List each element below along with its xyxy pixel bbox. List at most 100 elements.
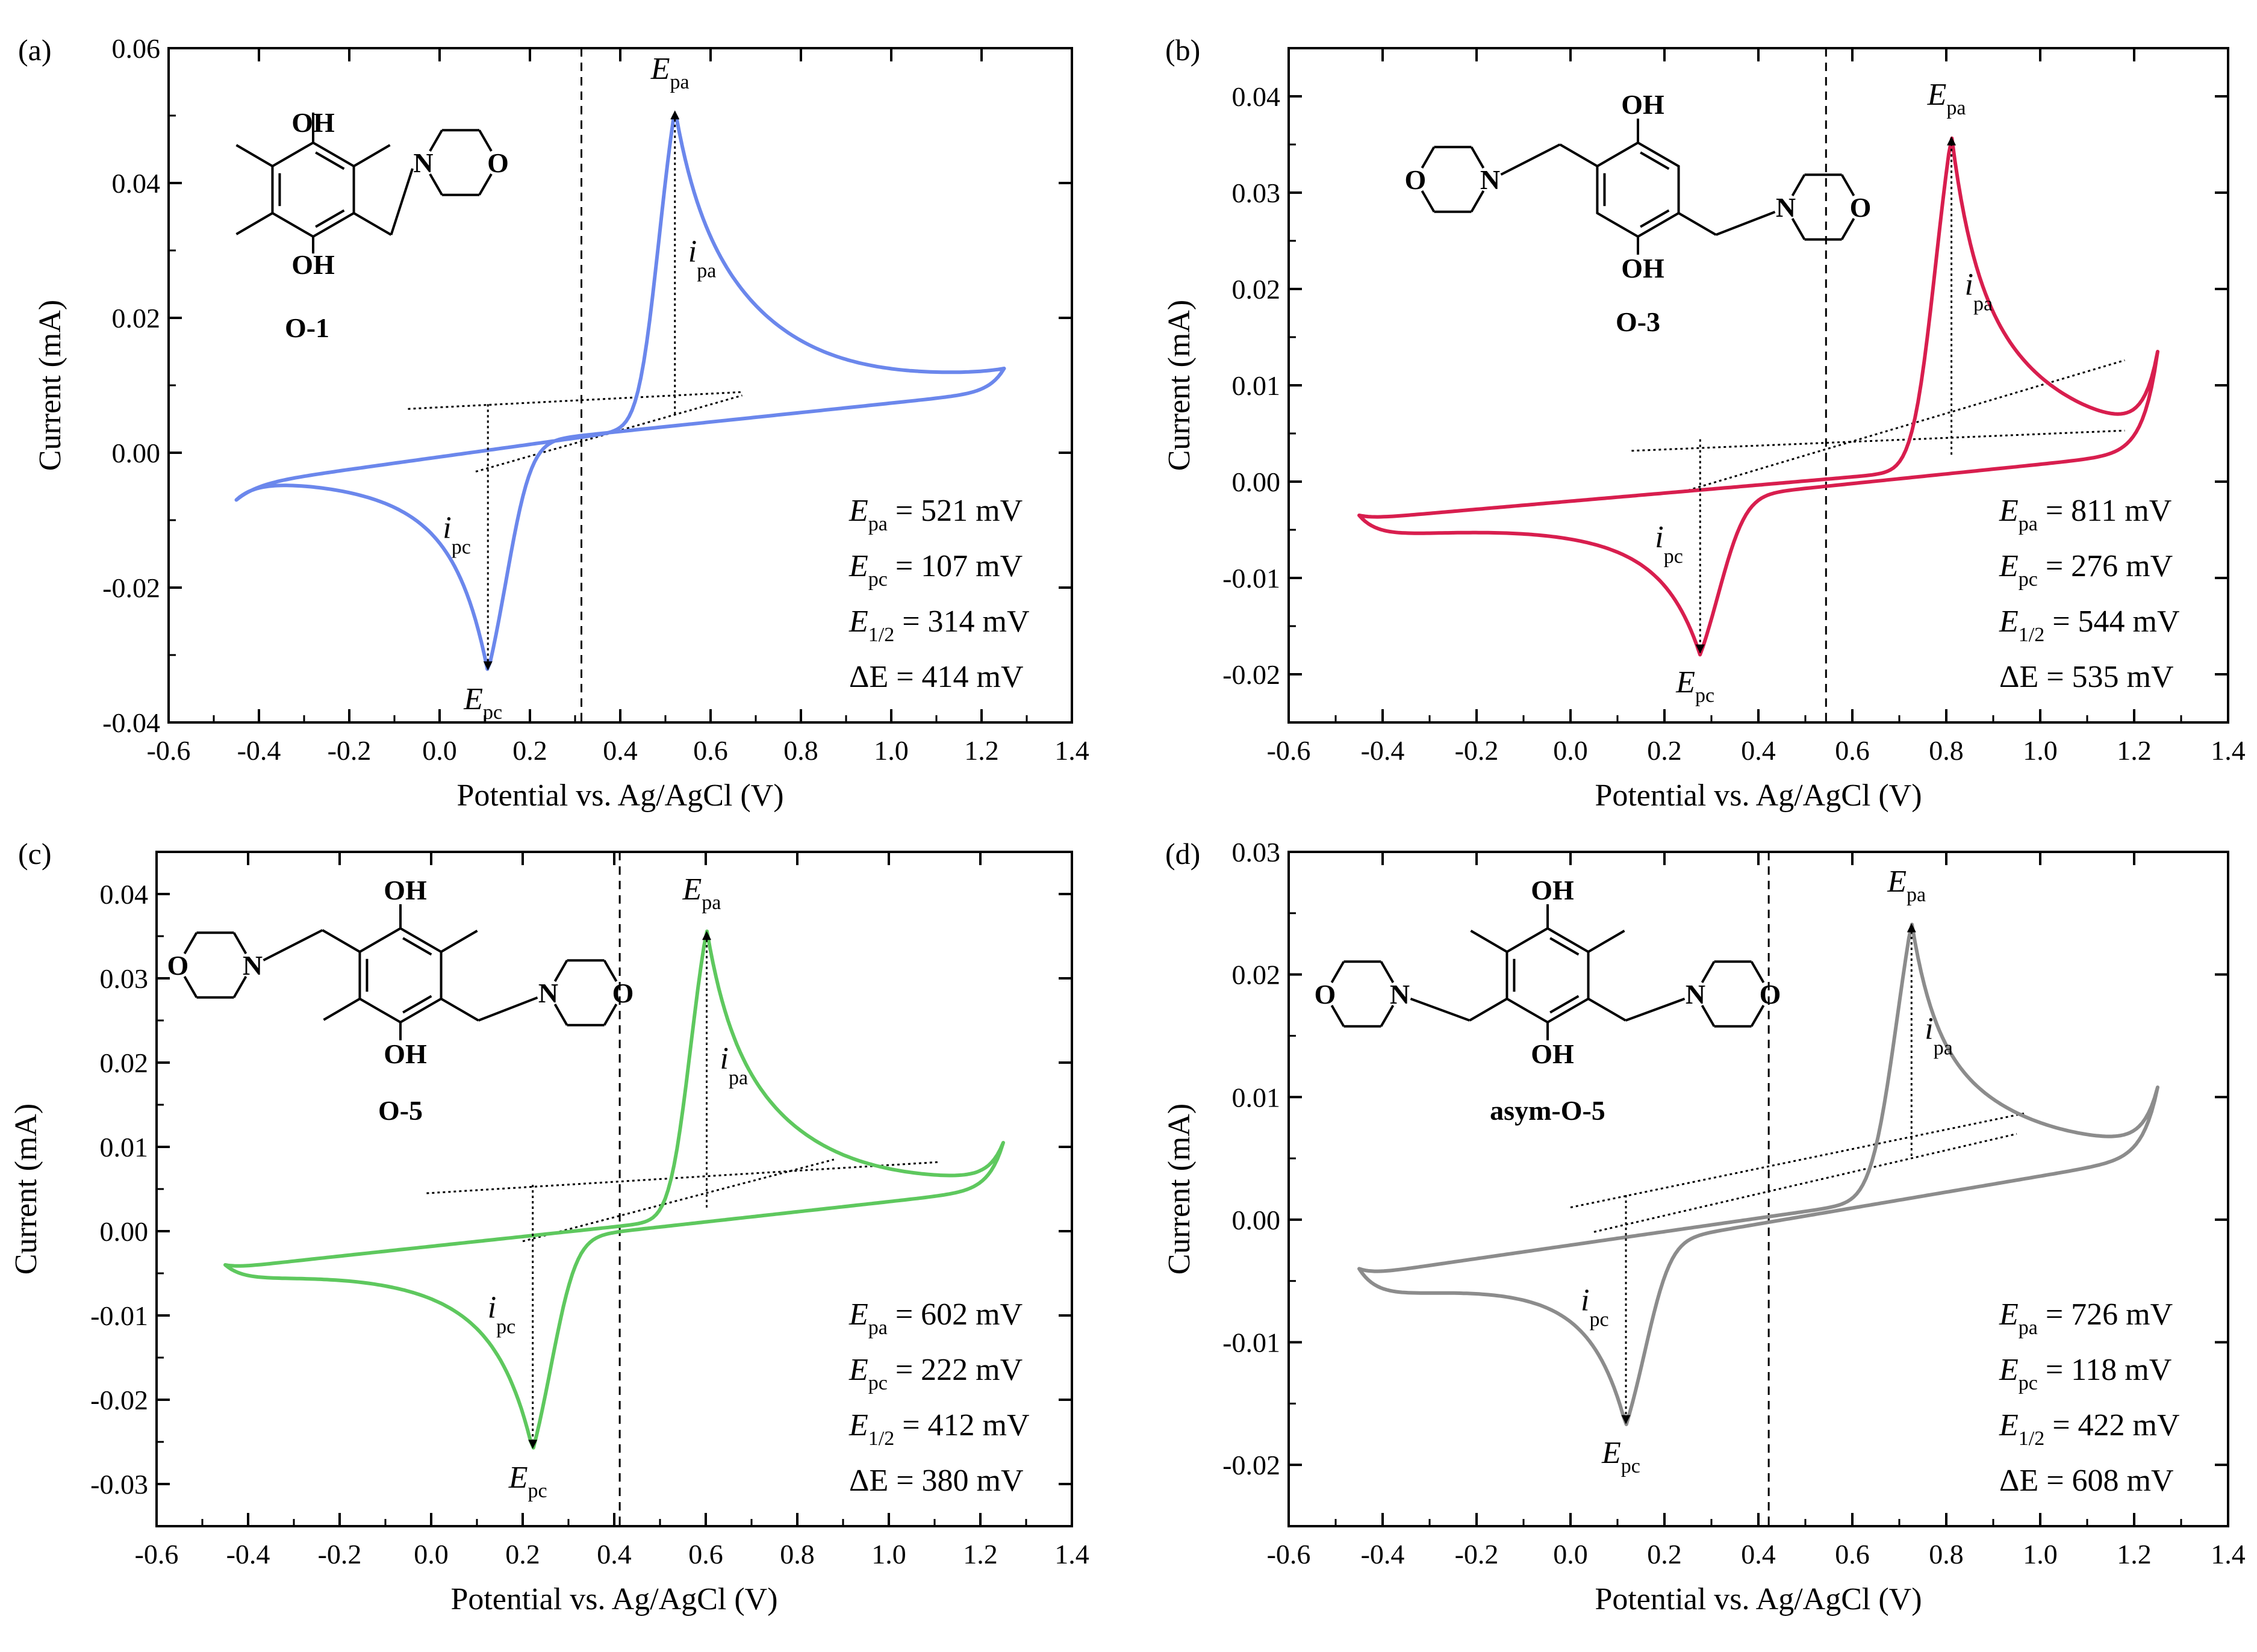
x-tick-label: 0.0 — [414, 1539, 449, 1570]
y-tick-label: 0.00 — [1232, 467, 1281, 497]
annotation-line-subscript: 1/2 — [868, 624, 894, 646]
oxygen-left-label: O — [1315, 979, 1336, 1010]
annotation-line: ΔE = 608 mV — [1999, 1464, 2174, 1498]
ipc-label: ipc — [488, 1291, 516, 1338]
oxygen-left-label: O — [1405, 164, 1427, 195]
hydroxyl-top-label: OH — [1531, 875, 1574, 905]
annotation-line-value: = 811 mV — [2038, 494, 2171, 528]
ch2-n-bond — [1500, 143, 1561, 176]
y-tick-label: 0.01 — [100, 1132, 149, 1163]
x-tick-label: -0.2 — [318, 1539, 362, 1570]
annotation-line: Epa = 521 mV — [848, 494, 1023, 535]
x-tick-label: -0.2 — [1455, 1539, 1499, 1570]
molecule-structure: OH OH N O N O O-5 — [167, 875, 634, 1126]
x-tick-label: 1.2 — [2117, 735, 2152, 766]
compound-label: O-3 — [1616, 306, 1660, 337]
compound-label: O-5 — [378, 1095, 423, 1126]
annotation-line-symbol: E — [1999, 494, 2019, 528]
x-tick-label: -0.2 — [328, 735, 372, 766]
anodic-baseline — [1570, 1112, 2026, 1209]
x-tick-label: 1.0 — [2023, 735, 2058, 766]
nitrogen-left-label: N — [243, 950, 263, 981]
methyl-bond — [235, 144, 273, 167]
cv-panel-d: -0.6 -0.4 -0.2 0.0 0.2 0.4 0.6 0.8 1.0 1.2 1.4 -0.0… — [1162, 837, 2246, 1616]
cathodic-baseline — [1687, 359, 2125, 491]
cv-curve — [1357, 922, 2159, 1426]
morpholine-right-bond — [1750, 1005, 1765, 1027]
x-tick-label: -0.6 — [1267, 1539, 1311, 1570]
morpholine-left-bond — [1421, 146, 1436, 169]
benzene-ring-double-bond — [315, 209, 345, 228]
y-tick-label: 0.00 — [1232, 1205, 1281, 1235]
y-tick-label: -0.02 — [90, 1385, 148, 1415]
annotation-line-subscript: pc — [868, 1372, 888, 1394]
morpholine-ring-bond — [429, 129, 443, 152]
x-axis-title: Potential vs. Ag/AgCl (V) — [1595, 1582, 1922, 1616]
y-axis-title: Current (mA) — [1162, 300, 1197, 471]
epa-peak-label-subscript: pa — [702, 892, 721, 914]
anodic-baseline — [426, 1161, 939, 1194]
epc-peak-label-subscript: pc — [528, 1480, 547, 1502]
annotation-line-symbol: E — [848, 1297, 868, 1332]
epa-peak-label-symbol: E — [650, 52, 670, 86]
y-tick-label: 0.02 — [100, 1048, 149, 1078]
epc-peak-label: Epc — [463, 682, 502, 724]
x-tick-label: -0.6 — [135, 1539, 179, 1570]
ch2-bond — [1469, 998, 1508, 1022]
y-tick-label: -0.02 — [102, 573, 160, 603]
benzene-ring-double-bond — [315, 151, 345, 170]
y-tick-label: 0.01 — [1232, 1082, 1281, 1113]
annotation-line: ΔE = 535 mV — [1999, 660, 2174, 694]
annotation-line: Epc = 118 mV — [1999, 1353, 2171, 1394]
y-tick-label: -0.02 — [1222, 1450, 1280, 1480]
x-tick-label: -0.2 — [1455, 735, 1499, 766]
compound-label: asym-O-5 — [1490, 1095, 1605, 1126]
annotation-line-value: = 544 mV — [2044, 604, 2179, 639]
annotation-line-subscript: pc — [2019, 568, 2038, 591]
x-tick-label: 0.4 — [597, 1539, 632, 1570]
morpholine-right-bond — [1701, 1005, 1716, 1027]
x-tick-label: 0.6 — [688, 1539, 723, 1570]
ipc-label-symbol: i — [1581, 1284, 1589, 1318]
annotation-line: Epa = 726 mV — [1999, 1297, 2173, 1339]
y-tick-label: 0.06 — [112, 33, 161, 64]
morpholine-right-bond — [1840, 218, 1855, 240]
x-tick-label: 0.8 — [780, 1539, 815, 1570]
x-tick-label: 1.0 — [2023, 1539, 2058, 1570]
compound-label: O-1 — [285, 312, 329, 343]
morpholine-right-bond — [553, 1004, 568, 1026]
y-tick-label: 0.03 — [1232, 837, 1281, 868]
benzene-ring-double-bond — [402, 937, 432, 956]
y-tick-label: -0.02 — [1222, 659, 1280, 690]
x-tick-label: 1.4 — [2211, 1539, 2246, 1570]
y-tick-label: 0.00 — [112, 438, 161, 468]
ipc-label-symbol: i — [488, 1291, 496, 1325]
annotation-line-subscript: 1/2 — [868, 1427, 894, 1450]
morpholine-ring-bond — [478, 173, 493, 196]
cathodic-baseline — [522, 1158, 835, 1243]
epc-peak-label-symbol: E — [463, 682, 483, 716]
y-tick-label: 0.03 — [1232, 178, 1281, 208]
x-tick-label: 0.8 — [783, 735, 818, 766]
x-tick-label: 1.2 — [964, 735, 999, 766]
ipa-label: ipa — [720, 1042, 749, 1089]
ch2-bond — [440, 998, 479, 1022]
morpholine-left-bond — [1330, 961, 1345, 983]
y-tick-label: 0.02 — [1232, 960, 1281, 990]
x-tick-label: 0.4 — [603, 735, 638, 766]
ipc-label-subscript: pc — [1589, 1309, 1608, 1331]
annotation-line: E1/2 = 422 mV — [1999, 1408, 2180, 1450]
epa-peak-label-subscript: pa — [670, 71, 690, 93]
oxygen-left-label: O — [167, 950, 189, 981]
x-tick-label: 0.0 — [422, 735, 457, 766]
epa-peak-label-subscript: pa — [1946, 97, 1966, 119]
epc-peak-label: Epc — [508, 1461, 547, 1502]
hydroxyl-top-label: OH — [1621, 89, 1664, 120]
ch2-n-bond — [390, 168, 414, 235]
y-tick-label: 0.00 — [100, 1216, 149, 1247]
panel-letter: (a) — [18, 33, 52, 67]
cv-curve — [234, 115, 1006, 671]
x-tick-label: 0.6 — [1835, 735, 1870, 766]
